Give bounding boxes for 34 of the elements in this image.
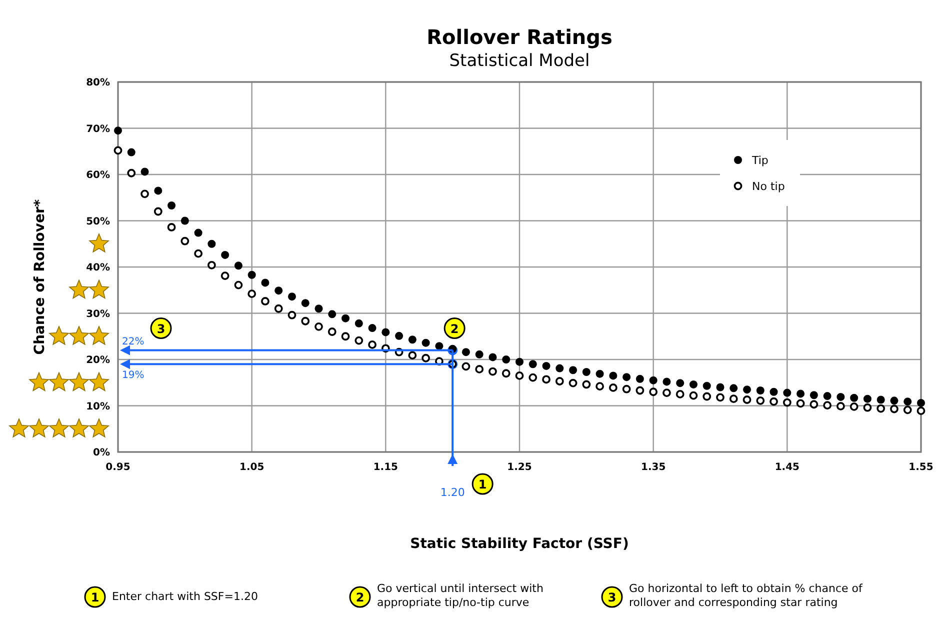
annotation: 3 [156,322,166,336]
y-tick-label: 80% [86,78,110,88]
text: Go horizontal to left to obtain % chance of rollover and corresponding star rating [629,582,864,609]
x-tick-label: 0.95 [106,462,130,473]
y-tick-label: 20% [86,355,110,366]
text: 1 [478,478,487,492]
chart-subtitle: Statistical Model [449,51,590,71]
chart-title: Rollover Ratings [426,25,612,49]
x-tick-label: 1.45 [774,462,800,473]
annotation: 2 [450,322,459,336]
y-tick-label: 60% [86,170,110,181]
y-tick-label: 0% [93,448,110,458]
y-tick-label: 50% [86,216,110,228]
x-tick-label: 1.25 [507,462,532,473]
text: 1 [90,590,100,604]
x-tick-label: 1.35 [640,462,666,473]
x-tick-label: 1.05 [239,462,264,473]
text: 3 [608,590,616,604]
ref-line-label: 19% [122,370,144,382]
text: Go vertical until intersect with appropriate tip/no-tip curve [377,582,544,609]
ref-line-label: 1.20 [440,486,465,499]
y-tick-label: 30% [86,308,110,320]
y-tick-label: 40% [86,262,110,274]
text: 2 [356,590,364,604]
y-tick-label: 70% [86,124,110,135]
legend-label: No tip [752,180,785,193]
y-tick-label: 10% [86,401,110,412]
x-tick-label: 1.55 [908,462,934,473]
x-tick-label: 1.15 [373,462,398,473]
legend-label: Tip [751,154,768,167]
y-axis-title: Chance of Rollover* [32,198,48,355]
x-axis-title: Static Stability Factor (SSF) [410,536,629,552]
text: Enter chart with SSF=1.20 [112,590,258,603]
ref-line-label: 22% [122,336,144,348]
